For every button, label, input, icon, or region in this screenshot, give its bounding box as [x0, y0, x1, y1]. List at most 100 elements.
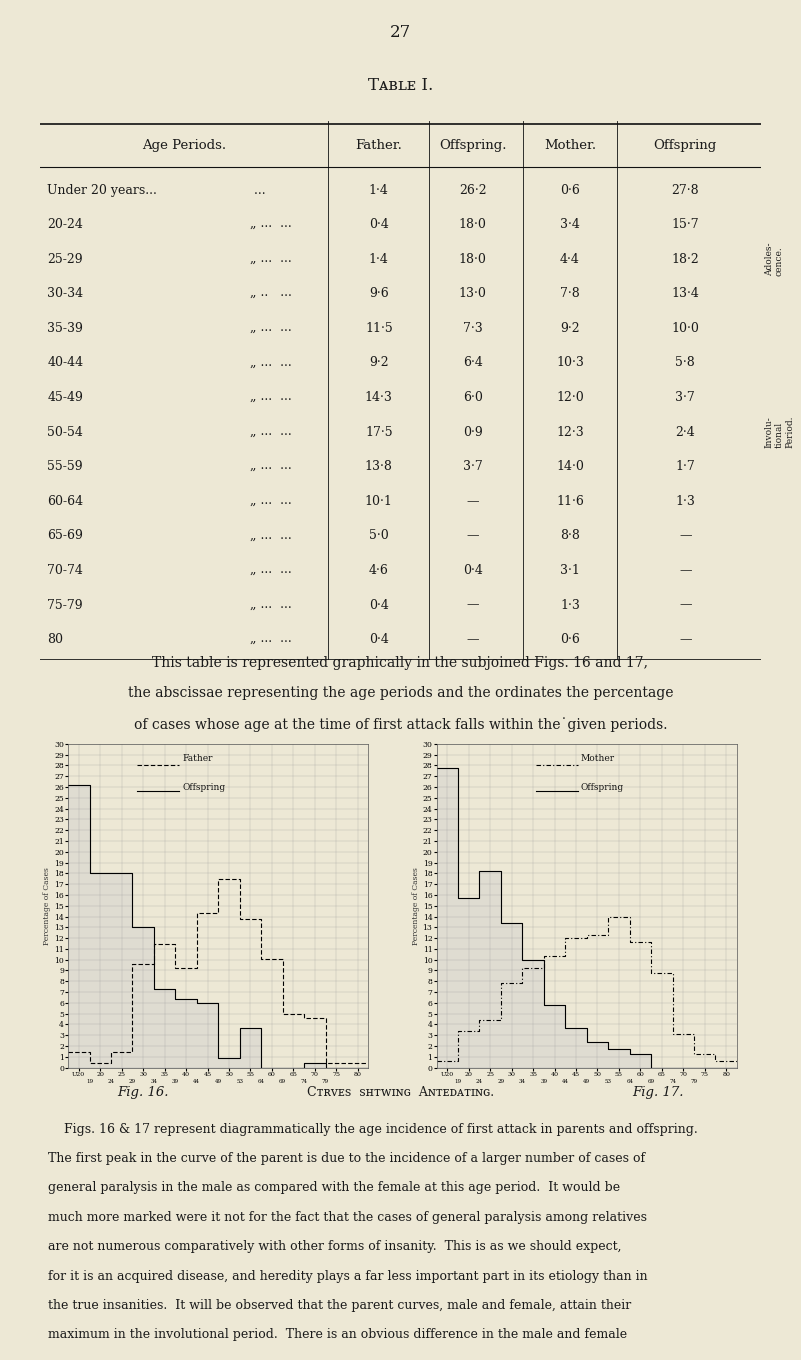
Text: Fig. 16.: Fig. 16. [117, 1085, 168, 1099]
Text: much more marked were it not for the fact that the cases of general paralysis am: much more marked were it not for the fac… [48, 1210, 647, 1224]
Text: The first peak in the curve of the parent is due to the incidence of a larger nu: The first peak in the curve of the paren… [48, 1152, 645, 1166]
Text: „ ...  ...: „ ... ... [242, 598, 292, 612]
Text: 27: 27 [390, 24, 411, 41]
Text: 0·4: 0·4 [369, 598, 388, 612]
Text: 13·8: 13·8 [365, 460, 392, 473]
Text: 75-79: 75-79 [47, 598, 83, 612]
Text: Age Periods.: Age Periods. [142, 139, 227, 152]
Y-axis label: Percentage of Cases: Percentage of Cases [43, 866, 51, 945]
Text: „ ...  ...: „ ... ... [242, 529, 292, 543]
Text: Father: Father [183, 753, 213, 763]
Text: 17·5: 17·5 [365, 426, 392, 438]
Text: Figs. 16 & 17 represent diagrammatically the age incidence of first attack in pa: Figs. 16 & 17 represent diagrammatically… [48, 1122, 698, 1136]
Text: Father.: Father. [356, 139, 402, 152]
Text: 6·0: 6·0 [463, 392, 482, 404]
Text: 9·6: 9·6 [369, 287, 388, 301]
Text: are not numerous comparatively with other forms of insanity.  This is as we shou: are not numerous comparatively with othe… [48, 1240, 622, 1254]
Text: „ ...  ...: „ ... ... [242, 253, 292, 265]
Text: 1·3: 1·3 [560, 598, 580, 612]
Text: 55-59: 55-59 [47, 460, 83, 473]
Text: the abscissae representing the age periods and the ordinates the percentage: the abscissae representing the age perio… [127, 687, 674, 700]
Text: Mother.: Mother. [544, 139, 596, 152]
Text: 9·2: 9·2 [560, 322, 580, 335]
Text: 18·0: 18·0 [459, 218, 486, 231]
Text: 11·6: 11·6 [556, 495, 584, 507]
Text: 5·8: 5·8 [675, 356, 695, 370]
Text: „ ..   ...: „ .. ... [242, 287, 292, 301]
Text: 30-34: 30-34 [47, 287, 83, 301]
Text: 70-74: 70-74 [47, 564, 83, 577]
Text: 26·2: 26·2 [459, 184, 486, 196]
Text: Adoles-
cence.: Adoles- cence. [764, 242, 784, 276]
Text: 45-49: 45-49 [47, 392, 83, 404]
Text: —: — [466, 495, 479, 507]
Text: 3·4: 3·4 [560, 218, 580, 231]
Text: 0·6: 0·6 [560, 184, 580, 196]
Text: 13·4: 13·4 [671, 287, 699, 301]
Text: 50-54: 50-54 [47, 426, 83, 438]
Text: „ ...  ...: „ ... ... [242, 392, 292, 404]
Text: 60-64: 60-64 [47, 495, 83, 507]
Text: —: — [679, 634, 691, 646]
Text: „ ...  ...: „ ... ... [242, 218, 292, 231]
Text: 1·3: 1·3 [675, 495, 695, 507]
Text: for it is an acquired disease, and heredity plays a far less important part in i: for it is an acquired disease, and hered… [48, 1270, 648, 1282]
Text: 14·0: 14·0 [556, 460, 584, 473]
Text: 27·8: 27·8 [671, 184, 699, 196]
Text: 4·4: 4·4 [560, 253, 580, 265]
Text: 40-44: 40-44 [47, 356, 83, 370]
Text: 10·0: 10·0 [671, 322, 699, 335]
Text: —: — [679, 598, 691, 612]
Text: „ ...  ...: „ ... ... [242, 634, 292, 646]
Text: Cᴛʀᴠᴇs  sʜᴛᴡɪɴɢ  Aɴᴛᴇᴅᴀᴛɪɴɢ.: Cᴛʀᴠᴇs sʜᴛᴡɪɴɢ Aɴᴛᴇᴅᴀᴛɪɴɢ. [307, 1085, 494, 1099]
Text: 80: 80 [47, 634, 63, 646]
Text: 4·6: 4·6 [369, 564, 388, 577]
Text: Mother: Mother [581, 753, 615, 763]
Text: 35-39: 35-39 [47, 322, 83, 335]
Text: the true insanities.  It will be observed that the parent curves, male and femal: the true insanities. It will be observed… [48, 1299, 631, 1312]
Text: Involu-
tional
Period.: Involu- tional Period. [764, 416, 795, 449]
Text: 1·4: 1·4 [369, 184, 388, 196]
Text: „ ...  ...: „ ... ... [242, 356, 292, 370]
Text: —: — [679, 529, 691, 543]
Text: 8·8: 8·8 [560, 529, 580, 543]
Text: 11·5: 11·5 [365, 322, 392, 335]
Text: 3·7: 3·7 [463, 460, 482, 473]
Text: 7·3: 7·3 [463, 322, 482, 335]
Text: 0·4: 0·4 [369, 218, 388, 231]
Text: 10·3: 10·3 [556, 356, 584, 370]
Text: —: — [466, 598, 479, 612]
Text: „ ...  ...: „ ... ... [242, 495, 292, 507]
Y-axis label: Percentage of Cases: Percentage of Cases [412, 866, 420, 945]
Text: general paralysis in the male as compared with the female at this age period.  I: general paralysis in the male as compare… [48, 1182, 620, 1194]
Text: „ ...  ...: „ ... ... [242, 564, 292, 577]
Text: 1·4: 1·4 [369, 253, 388, 265]
Text: Fig. 17.: Fig. 17. [633, 1085, 684, 1099]
Text: 14·3: 14·3 [365, 392, 392, 404]
Text: Tᴀʙʟᴇ I.: Tᴀʙʟᴇ I. [368, 76, 433, 94]
Text: ...: ... [242, 184, 265, 196]
Text: —: — [679, 564, 691, 577]
Text: 2·4: 2·4 [675, 426, 695, 438]
Text: 0·4: 0·4 [463, 564, 482, 577]
Text: 10·1: 10·1 [365, 495, 392, 507]
Text: 18·2: 18·2 [671, 253, 699, 265]
Text: Offspring: Offspring [183, 783, 225, 792]
Text: 3·7: 3·7 [675, 392, 695, 404]
Text: 6·4: 6·4 [463, 356, 482, 370]
Text: —: — [466, 634, 479, 646]
Text: This table is represented graphically in the subjoined Figs. 16 and 17,: This table is represented graphically in… [152, 656, 649, 669]
Text: 0·9: 0·9 [463, 426, 482, 438]
Text: Offspring: Offspring [654, 139, 717, 152]
Text: —: — [466, 529, 479, 543]
Text: 20-24: 20-24 [47, 218, 83, 231]
Text: 1·7: 1·7 [675, 460, 695, 473]
Text: Under 20 years...: Under 20 years... [47, 184, 157, 196]
Text: 3·1: 3·1 [560, 564, 580, 577]
Text: 7·8: 7·8 [560, 287, 580, 301]
Text: 18·0: 18·0 [459, 253, 486, 265]
Text: 65-69: 65-69 [47, 529, 83, 543]
Text: 0·4: 0·4 [369, 634, 388, 646]
Text: 5·0: 5·0 [369, 529, 388, 543]
Text: 25-29: 25-29 [47, 253, 83, 265]
